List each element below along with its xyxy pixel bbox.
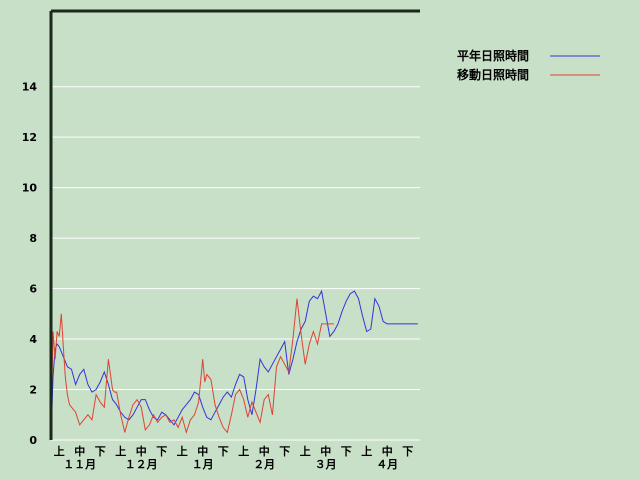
x-month-label: ３月 — [315, 458, 337, 471]
x-period-label: 下 — [402, 445, 413, 458]
x-tick-labels: 上中下上中下上中下上中下上中下上中下１１月 １２月 １月 ２月 ３月 ４月 — [54, 444, 414, 471]
y-tick-label: 12 — [22, 131, 37, 144]
y-tick-label: 8 — [29, 232, 37, 245]
y-tick-label: 2 — [29, 384, 37, 397]
x-period-label: 中 — [382, 444, 393, 458]
x-month-label: １２月 — [125, 458, 158, 471]
y-tick-label: 0 — [29, 434, 37, 447]
x-period-label: 上 — [361, 444, 372, 458]
x-period-label: 上 — [238, 444, 249, 458]
y-tick-label: 6 — [29, 283, 37, 296]
x-period-label: 中 — [320, 444, 331, 458]
legend-label-0: 平年日照時間 — [457, 48, 529, 63]
series-line-1 — [50, 298, 334, 441]
x-month-label: １月 — [192, 458, 214, 471]
x-period-label: 下 — [341, 445, 352, 458]
x-period-label: 中 — [74, 444, 85, 458]
x-period-label: 上 — [177, 444, 188, 458]
x-period-label: 上 — [115, 444, 126, 458]
legend-label-1: 移動日照時間 — [457, 67, 529, 82]
plot-series — [50, 289, 418, 441]
x-period-label: 下 — [279, 445, 290, 458]
x-period-label: 下 — [218, 445, 229, 458]
x-month-label: １１月 — [63, 458, 96, 471]
x-period-label: 上 — [300, 444, 311, 458]
x-period-label: 中 — [197, 444, 208, 458]
x-month-label: ２月 — [253, 458, 275, 471]
x-month-label: ４月 — [376, 458, 398, 471]
axes — [49, 9, 420, 440]
grid-lines — [51, 86, 420, 441]
series-line-0 — [50, 289, 418, 441]
x-period-label: 下 — [156, 445, 167, 458]
y-tick-labels: 0 2 4 6 8 10 12 14 — [22, 81, 38, 447]
x-period-label: 下 — [95, 445, 106, 458]
y-tick-label: 10 — [22, 182, 38, 195]
x-period-label: 中 — [136, 444, 147, 458]
x-period-label: 上 — [54, 444, 65, 458]
x-period-label: 中 — [259, 444, 270, 458]
y-tick-label: 4 — [29, 333, 37, 346]
y-tick-label: 14 — [22, 81, 38, 94]
